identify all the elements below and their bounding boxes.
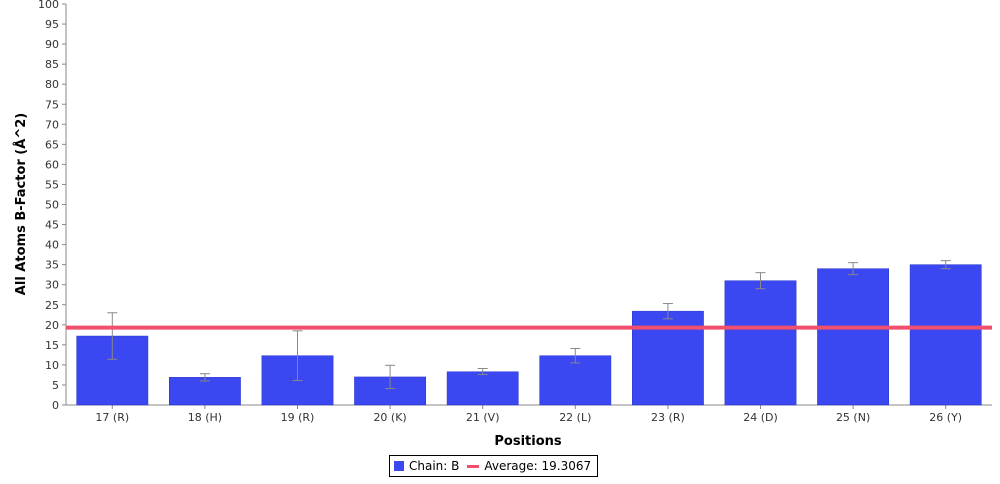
error-bars [107,260,951,390]
x-tick-label: 24 (D) [743,411,778,424]
y-axis-title: All Atoms B-Factor (Å^2) [13,113,29,295]
bar [724,280,797,406]
y-tick-label: 40 [45,239,59,252]
x-tick-label: 20 (K) [373,411,406,424]
x-tick-label: 21 (V) [466,411,500,424]
bars [76,264,982,406]
y-tick-label: 20 [45,319,59,332]
y-tick-label: 0 [52,399,59,412]
bar [631,310,704,406]
bar [168,377,241,406]
x-axis-title: Positions [494,434,562,449]
y-tick-label: 10 [45,359,59,372]
y-tick-label: 95 [45,18,59,31]
bar [909,264,982,406]
y-tick-label: 65 [45,138,59,151]
y-tick-label: 35 [45,259,59,272]
x-tick-label: 17 (R) [95,411,129,424]
y-tick-label: 25 [45,299,59,312]
y-tick-label: 55 [45,178,59,191]
x-axis: 17 (R) 18 (H) 19 (R) 20 (K) 21 (V) 22 (L) 23 (… [66,404,992,424]
y-tick-label: 90 [45,38,59,51]
y-tick-label: 100 [38,0,59,11]
x-tick-label: 23 (R) [651,411,685,424]
legend: Chain: B Average: 19.3067 [389,455,599,477]
bar [817,268,890,406]
legend-label-average: Average: 19.3067 [484,459,592,473]
y-tick-label: 75 [45,98,59,111]
legend-label-chain: Chain: B [409,459,460,473]
legend-swatch-chain [394,461,404,471]
y-tick-label: 80 [45,78,59,91]
y-tick-label: 45 [45,219,59,232]
y-axis: 0 5 10 15 20 25 30 35 40 45 50 55 60 65 70 75 80 85 90 95 10… [38,0,67,412]
y-tick-label: 50 [45,199,59,212]
y-tick-label: 60 [45,158,59,171]
x-tick-label: 19 (R) [281,411,315,424]
x-tick-label: 26 (Y) [929,411,962,424]
legend-swatch-average [467,464,480,468]
x-tick-label: 22 (L) [559,411,591,424]
y-tick-label: 15 [45,339,59,352]
bar [539,355,612,406]
bar [446,371,519,406]
x-tick-label: 18 (H) [188,411,222,424]
y-tick-label: 30 [45,279,59,292]
y-tick-label: 70 [45,118,59,131]
x-tick-label: 25 (N) [836,411,870,424]
y-tick-label: 5 [52,379,59,392]
y-tick-label: 85 [45,58,59,71]
